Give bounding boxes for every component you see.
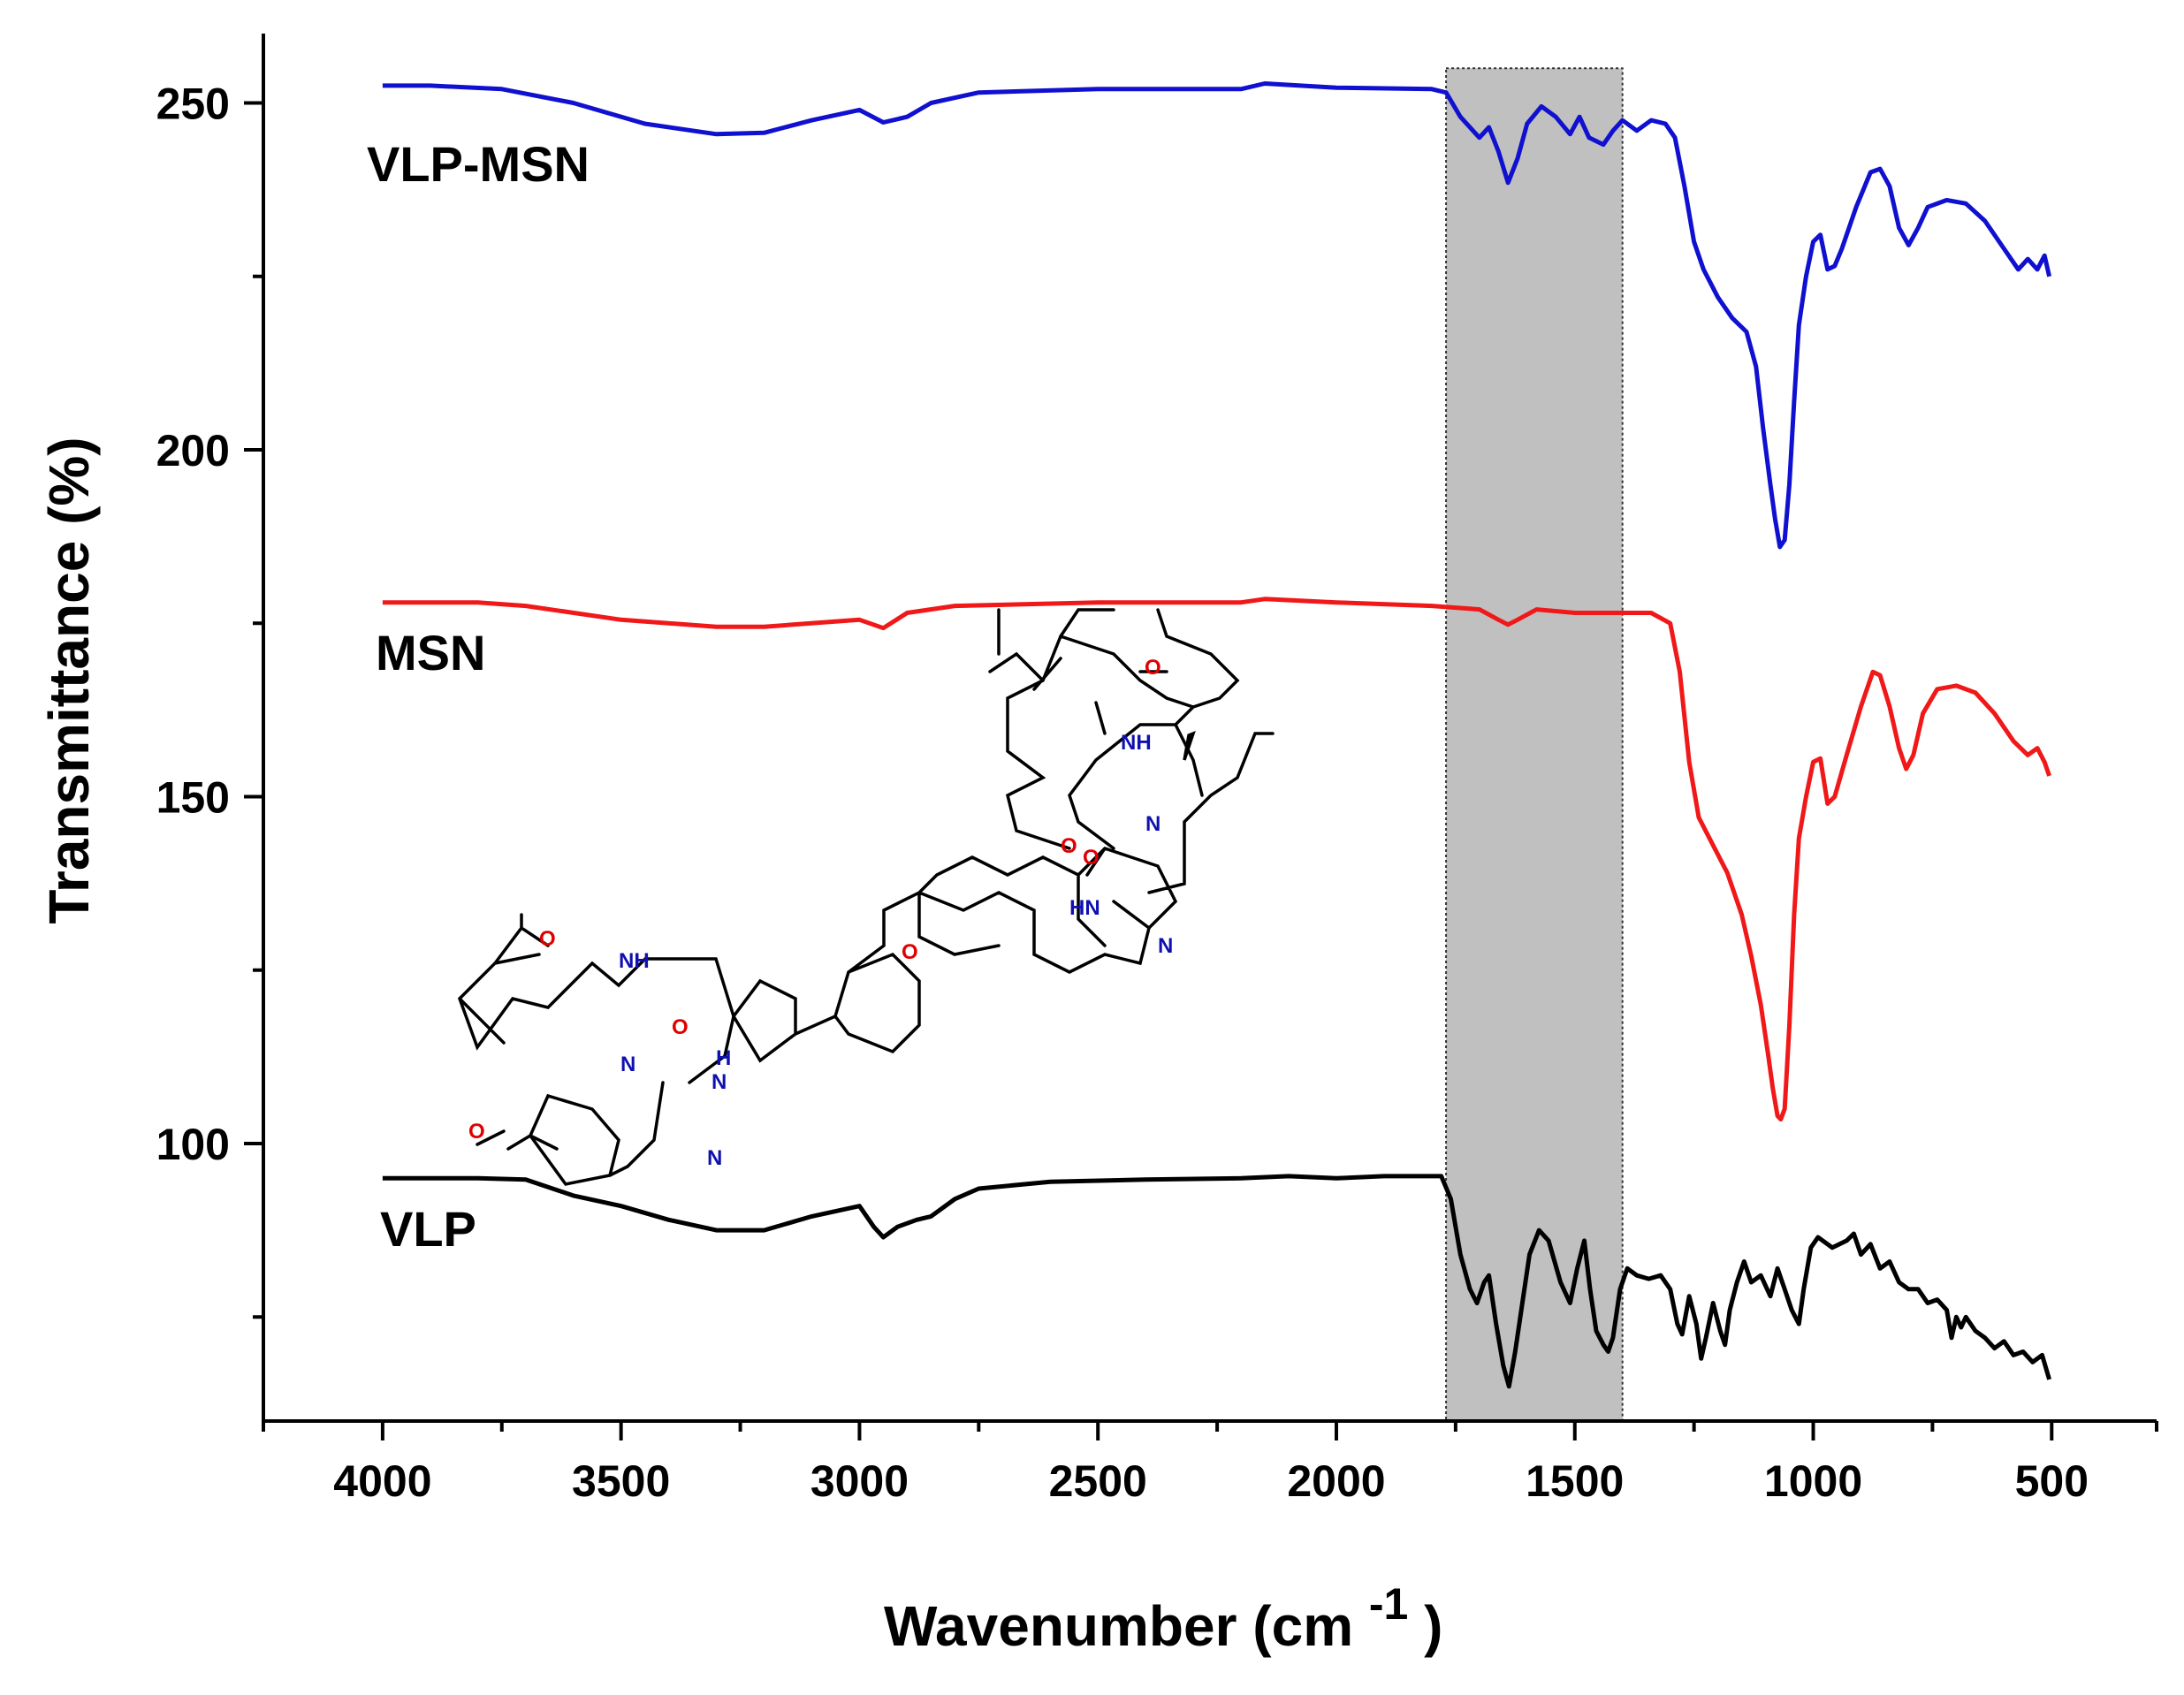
x-tick-label: 4000 (333, 1456, 431, 1506)
x-tick-label: 1500 (1526, 1456, 1624, 1506)
atom-o6: O (1061, 834, 1077, 858)
series-line-msn (382, 597, 2051, 1121)
x-tick-label: 2000 (1287, 1456, 1385, 1506)
atom-n5: N (707, 1146, 722, 1170)
y-tick-label: 250 (156, 80, 230, 129)
y-axis-title: Transmittance (%) (37, 437, 101, 924)
atom-o4: O (902, 940, 918, 964)
atom-o3: O (672, 1015, 689, 1039)
atom-n3: N (1158, 934, 1173, 958)
y-tick-label: 100 (156, 1120, 230, 1169)
x-tick-label: 2500 (1049, 1456, 1147, 1506)
series-layer (382, 81, 2052, 1389)
atom-o5: O (1145, 656, 1161, 680)
atom-o1: O (468, 1120, 485, 1144)
series-label-vlp-msn: VLP-MSN (367, 136, 590, 192)
atom-n2: N (1145, 812, 1160, 836)
x-tick-label: 1000 (1764, 1456, 1862, 1506)
atom-hn1: HN (1069, 896, 1100, 920)
atom-nh2: NH (1121, 731, 1152, 755)
x-axis-title-main: Wavenumber (cm (884, 1594, 1353, 1658)
atom-o7: O (1083, 846, 1100, 870)
molecule-atom-labels: O O NH O N O O NH O N O HN N H N N (468, 656, 1173, 1170)
series-label-vlp: VLP (380, 1201, 476, 1257)
y-tick-label: 150 (156, 773, 230, 823)
x-tick-label: 3500 (572, 1456, 670, 1506)
highlight-band (1445, 67, 1624, 1422)
atom-o2: O (539, 927, 556, 951)
atom-n4: N (712, 1070, 727, 1094)
y-tick-label: 200 (156, 426, 230, 475)
axes: 4000 3500 3000 2500 2000 1500 1000 500 100 150 200… (156, 34, 2158, 1506)
series-line-vlp (382, 1174, 2051, 1389)
series-label-msn: MSN (376, 625, 485, 680)
x-tick-label: 500 (2015, 1456, 2089, 1506)
molecule-structure (457, 608, 1275, 1186)
series-line-vlp-msn (382, 81, 2052, 550)
x-axis-title-close: ) (1424, 1594, 1442, 1658)
x-axis-title: Wavenumber (cm -1 ) (884, 1568, 1442, 1658)
atom-n1: N (620, 1053, 635, 1076)
atom-h1: H (716, 1046, 731, 1070)
x-tick-label: 3000 (810, 1456, 909, 1506)
atom-nh1: NH (619, 949, 650, 973)
x-axis-title-superscript: -1 (1369, 1579, 1408, 1629)
